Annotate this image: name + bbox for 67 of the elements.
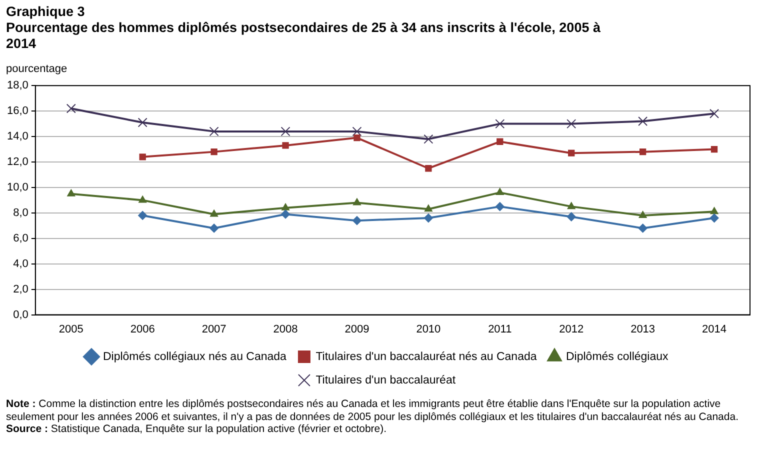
point <box>354 134 360 142</box>
point <box>282 203 290 210</box>
point <box>710 214 719 223</box>
y-tick-label: 10,0 <box>6 182 28 194</box>
x-tick-label: 2014 <box>702 323 727 336</box>
point <box>566 212 576 222</box>
point <box>67 189 76 196</box>
x-tick-label: 2007 <box>202 323 226 336</box>
point <box>138 196 147 203</box>
point <box>710 207 718 214</box>
y-tick-label: 2,0 <box>13 283 28 296</box>
point <box>138 118 148 128</box>
point <box>568 150 575 156</box>
point <box>424 134 434 144</box>
legend-label: Titulaires d'un baccalauréat <box>316 374 456 386</box>
y-tick-label: 16,0 <box>6 105 28 118</box>
x-tick-label: 2010 <box>416 323 441 336</box>
point <box>710 108 720 118</box>
point <box>566 119 576 129</box>
point <box>209 126 219 136</box>
point <box>496 188 504 196</box>
legend-label: Diplômés collégiaux nés au Canada <box>102 350 288 363</box>
source-note: Source : Statistique Canada, Enquête sur la population active (février et octobre). <box>6 423 388 436</box>
point <box>710 146 718 153</box>
point <box>66 104 76 114</box>
legend-label: Titulaires d'un baccalauréat nés au Canada <box>316 350 538 363</box>
point <box>424 204 432 212</box>
point <box>495 119 505 129</box>
point <box>139 154 146 160</box>
y-tick-label: 18,0 <box>6 80 28 92</box>
point <box>138 210 148 220</box>
chart-title: Graphique 3 <box>6 4 86 20</box>
text: Note : Comme la distinction entre les diplômés postsecondaires nés au Canada et les immigrants peut être établie dans l'Enquête sur la population active seulement pour les années 2006 et suivantes, il n'y a pas de données de 2005 pour les diplômés collégiaux et les titulaires d'un baccalauréat nés au Canada. <box>6 398 740 423</box>
x-tick-label: 2005 <box>58 323 84 336</box>
point <box>352 126 362 136</box>
point <box>425 165 432 172</box>
y-tick-label: 0,0 <box>13 308 28 321</box>
y-tick-label: 4,0 <box>13 258 28 270</box>
x-tick-label: 2013 <box>630 323 656 336</box>
y-tick-label: 12,0 <box>6 156 28 168</box>
point <box>638 210 647 218</box>
point <box>639 148 646 156</box>
point <box>353 198 361 206</box>
point <box>424 214 433 223</box>
point <box>638 116 648 126</box>
x-tick-label: 2012 <box>559 323 584 336</box>
point <box>210 148 218 156</box>
y-axis-title: pourcentage <box>6 63 68 75</box>
point <box>638 224 648 233</box>
point <box>281 210 290 219</box>
point <box>496 138 504 145</box>
y-tick-label: 6,0 <box>13 232 28 244</box>
point <box>210 210 218 217</box>
chart-subtitle: Pourcentage des hommes diplômés postsecondaires de 25 à 34 ans inscrits à l'école, 2005 à 2014 <box>6 20 602 52</box>
point <box>282 142 289 149</box>
x-tick-label: 2008 <box>273 323 298 336</box>
point <box>352 216 362 226</box>
y-tick-label: 8,0 <box>13 206 28 219</box>
x-tick-label: 2009 <box>344 323 370 336</box>
y-tick-label: 14,0 <box>6 130 28 143</box>
point <box>280 126 290 136</box>
legend-label: Diplômés collégiaux <box>566 350 669 363</box>
point <box>210 224 219 233</box>
x-tick-label: 2006 <box>130 323 155 336</box>
x-tick-label: 2011 <box>488 323 512 336</box>
point <box>567 202 576 210</box>
point <box>495 202 504 212</box>
